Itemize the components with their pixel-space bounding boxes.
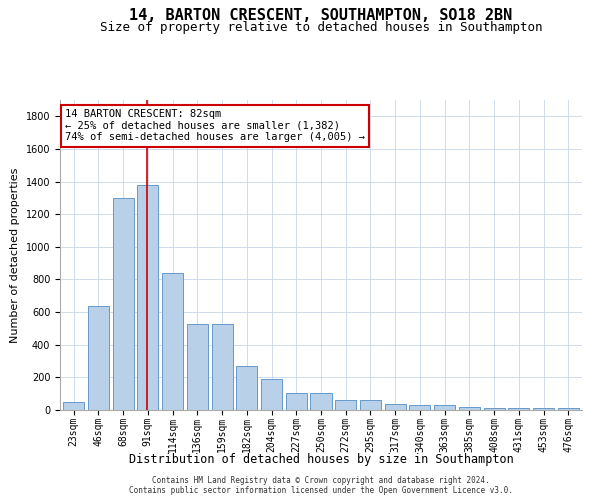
Bar [212,324,233,410]
Bar [558,408,579,410]
Bar [63,402,84,410]
Bar [335,400,356,410]
Bar [187,324,208,410]
Bar [409,405,430,410]
Bar [434,405,455,410]
Text: Distribution of detached houses by size in Southampton: Distribution of detached houses by size … [128,452,514,466]
Bar [385,404,406,410]
Bar [310,393,332,410]
Text: Size of property relative to detached houses in Southampton: Size of property relative to detached ho… [100,21,542,34]
Bar [360,400,381,410]
Bar [113,198,134,410]
Bar [459,406,480,410]
Text: 14, BARTON CRESCENT, SOUTHAMPTON, SO18 2BN: 14, BARTON CRESCENT, SOUTHAMPTON, SO18 2… [130,8,512,22]
Bar [484,408,505,410]
Bar [508,408,529,410]
Bar [162,273,183,410]
Bar [137,185,158,410]
Y-axis label: Number of detached properties: Number of detached properties [10,168,20,342]
Bar [88,306,109,410]
Text: 14 BARTON CRESCENT: 82sqm
← 25% of detached houses are smaller (1,382)
74% of se: 14 BARTON CRESCENT: 82sqm ← 25% of detac… [65,110,365,142]
Bar [533,408,554,410]
Bar [286,393,307,410]
Bar [236,366,257,410]
Bar [261,379,282,410]
Text: Contains HM Land Registry data © Crown copyright and database right 2024.
Contai: Contains HM Land Registry data © Crown c… [129,476,513,495]
